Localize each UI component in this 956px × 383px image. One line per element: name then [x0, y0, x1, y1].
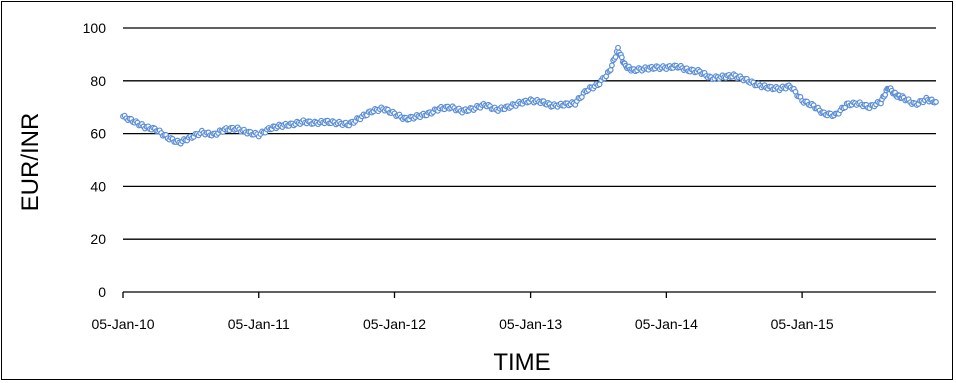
y-tick-label-100: 100	[83, 20, 107, 36]
data-point	[615, 44, 621, 51]
y-tick-labels: 0 20 40 60 80 100	[83, 20, 107, 300]
y-tick-label-20: 20	[90, 231, 106, 247]
data-point	[933, 99, 939, 105]
x-tick-label: 05-Jan-15	[771, 316, 834, 332]
x-tick-label: 05-Jan-10	[91, 316, 154, 332]
data-point	[607, 66, 614, 73]
data-point	[609, 62, 615, 69]
y-axis-title: EUR/INR	[17, 113, 44, 212]
y-tick-label-40: 40	[90, 178, 106, 194]
y-tick-label-0: 0	[98, 284, 106, 300]
x-axis-title: TIME	[493, 349, 550, 376]
x-tick-label: 05-Jan-12	[363, 316, 426, 332]
y-tick-label-80: 80	[90, 73, 106, 89]
data-point	[612, 54, 619, 60]
x-tick-label: 05-Jan-14	[635, 316, 698, 332]
x-tick-label: 05-Jan-11	[228, 316, 290, 332]
x-axis	[122, 291, 936, 298]
data-point	[618, 54, 625, 61]
y-tick-label-60: 60	[90, 126, 106, 142]
x-tick-labels: 05-Jan-10 05-Jan-11 05-Jan-12 05-Jan-13 05-J…	[91, 316, 833, 332]
x-tick-label: 05-Jan-13	[499, 316, 562, 332]
data-points	[120, 44, 939, 147]
